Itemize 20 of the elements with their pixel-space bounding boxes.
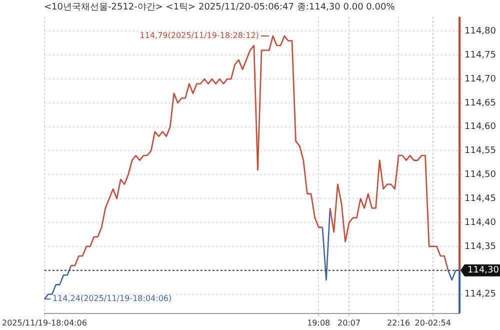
y-tick-label: 114,25 [464, 290, 496, 300]
x-tick-label: 20:07 [338, 318, 361, 328]
annotation: 114,24(2025/11/19-18:04:06) [52, 294, 172, 304]
x-tick-label: 22:16 [387, 318, 410, 328]
ref-line-label: 114,30 [468, 266, 500, 276]
chart-title: <10년국채선물-2512-야간> <1틱> 2025/11/20-05:06:47 종:114,30 0.00 0.00% [44, 2, 396, 13]
x-tick-label: 19:08 [307, 318, 330, 328]
y-tick-label: 114,80 [464, 26, 496, 36]
annotation: 114,79(2025/11/19-18:28:12) [140, 31, 259, 40]
y-tick-label: 114,45 [464, 194, 496, 204]
x-tick-label: 2025/11/19-18:04:06 [2, 318, 87, 328]
y-tick-label: 114,40 [464, 218, 496, 228]
y-tick-label: 114,60 [464, 122, 496, 132]
y-tick-label: 114,75 [464, 50, 496, 60]
y-tick-label: 114,35 [464, 242, 496, 252]
y-tick-label: 114,55 [464, 146, 496, 156]
y-tick-label: 114,65 [464, 98, 496, 108]
y-tick-label: 114,50 [464, 170, 496, 180]
x-tick-label: 20-02:54 [414, 318, 451, 328]
y-tick-label: 114,70 [464, 74, 496, 84]
